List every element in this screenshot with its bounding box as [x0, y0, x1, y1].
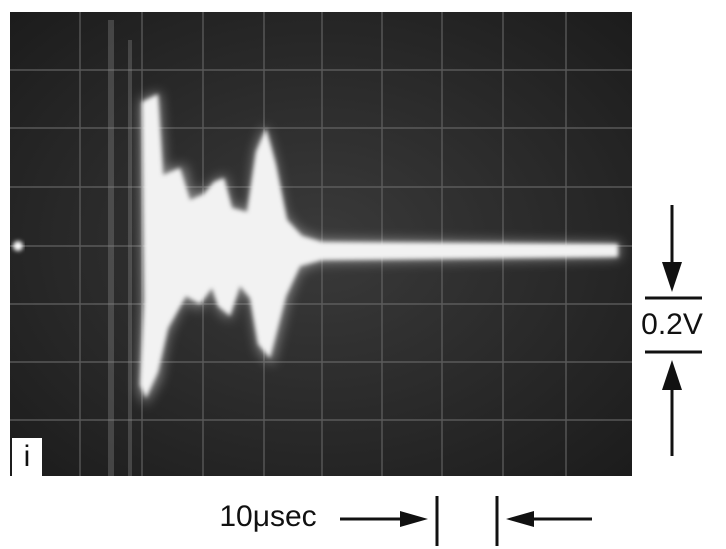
oscillogram-figure: i 0.2V 10μsec: [0, 0, 726, 549]
time-scale-marker: [340, 496, 592, 546]
time-scale-label: 10μsec: [219, 500, 316, 533]
page: i 0.2V 10μsec (() => { const data = JSON…: [0, 0, 726, 549]
screen-label: i: [24, 440, 31, 473]
voltage-scale-label: 0.2V: [641, 308, 703, 341]
